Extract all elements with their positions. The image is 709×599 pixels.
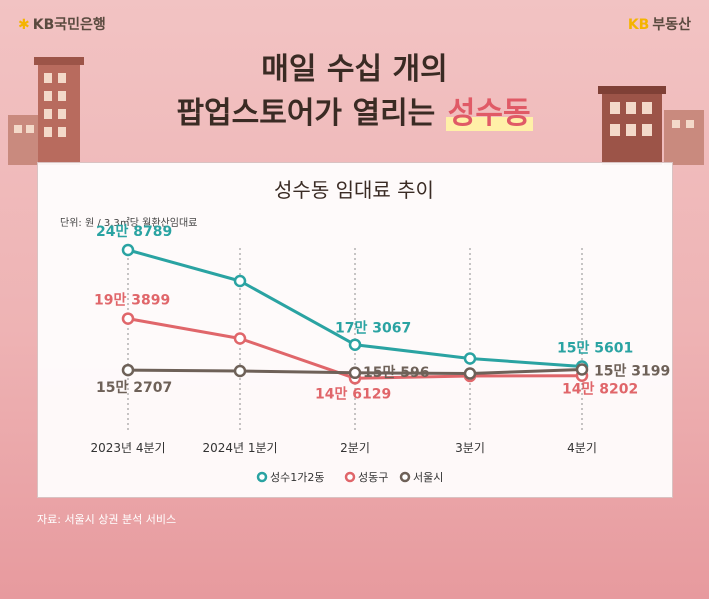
data-point: [121, 312, 135, 325]
x-tick-label: 2분기: [340, 441, 370, 455]
building-right-illustration: [598, 86, 704, 165]
building-left-illustration: [8, 57, 84, 165]
kb-realestate-name: 부동산: [652, 17, 691, 33]
legend-label: 성수1가2동: [270, 471, 324, 484]
headline-line-2: 팝업스토어가 열리는 성수동: [0, 88, 709, 132]
legend-marker: [399, 471, 411, 483]
headline-line-2-prefix: 팝업스토어가 열리는: [176, 96, 436, 131]
data-label-s1-q4: 15만 5601: [557, 340, 633, 356]
data-point: [348, 338, 362, 351]
x-tick-label: 3분기: [455, 441, 485, 455]
data-label-s1-first: 24만 8789: [96, 224, 172, 240]
kb-bank-logo-text: KB국민은행: [32, 17, 106, 33]
x-tick-label: 2023년 4분기: [90, 441, 165, 455]
data-point: [348, 366, 362, 380]
legend-marker: [256, 471, 268, 483]
data-label-s2-q2: 14만 6129: [315, 386, 391, 402]
data-label-s3-q4: 15만 3199: [594, 364, 670, 380]
unit-label: 단위: 원 / 3.3㎡당 월환산임대료: [60, 218, 198, 229]
data-label-s1-q2: 17만 3067: [335, 321, 411, 337]
data-point: [121, 243, 135, 257]
data-label-s3-first: 15만 2707: [96, 380, 172, 396]
data-point: [233, 274, 247, 288]
kb-star-icon: ✱: [18, 17, 30, 33]
kb-bank-logo: ✱ KB국민은행: [18, 14, 106, 34]
chart-title: 성수동 임대료 추이: [274, 178, 434, 202]
data-point: [463, 352, 477, 365]
data-point: [233, 364, 247, 378]
kb-realestate-logo: KB 부동산: [628, 14, 691, 34]
data-label-s2-first: 19만 3899: [94, 293, 170, 309]
data-point: [575, 363, 589, 376]
headline-line-1: 매일 수십 개의: [261, 52, 448, 87]
legend-label: 성동구: [358, 471, 388, 484]
data-label-s3-q2: 15만 596: [363, 365, 429, 381]
legend-label: 서울시: [413, 471, 443, 484]
data-label-s2-q4: 14만 8202: [562, 382, 638, 398]
x-tick-label: 2024년 1분기: [202, 441, 277, 455]
x-tick-label: 4분기: [567, 441, 597, 455]
headline-highlight: 성수동: [445, 96, 533, 131]
source-label: 자료: 서울시 상권 분석 서비스: [37, 513, 177, 526]
data-point: [463, 367, 477, 380]
kb-realestate-kb: KB: [627, 17, 650, 33]
legend-marker: [344, 471, 356, 483]
data-point: [233, 332, 247, 345]
data-point: [121, 363, 135, 377]
